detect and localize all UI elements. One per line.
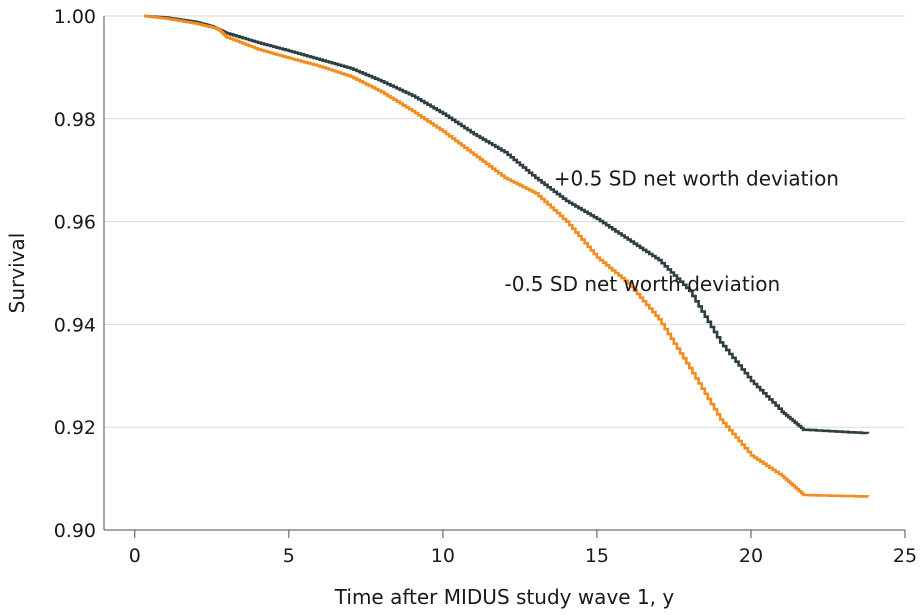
- y-axis: 0.90 0.92 0.94 0.96 0.98 1.00: [54, 6, 105, 542]
- x-tick-label: 20: [739, 545, 763, 567]
- series-annotations: +0.5 SD net worth deviation -0.5 SD net w…: [505, 167, 840, 296]
- y-axis-title: Survival: [5, 233, 29, 314]
- y-tick-label: 1.00: [54, 6, 96, 28]
- y-tick-label: 0.98: [54, 109, 96, 131]
- y-tick-label: 0.92: [54, 417, 96, 439]
- x-tick-label: 15: [585, 545, 609, 567]
- series-lines: [144, 14, 870, 498]
- x-tick-label: 25: [893, 545, 917, 567]
- y-tick-label: 0.96: [54, 212, 96, 234]
- series-label: +0.5 SD net worth deviation: [554, 167, 839, 191]
- series-label: -0.5 SD net worth deviation: [505, 272, 781, 296]
- y-tick-label: 0.90: [54, 520, 96, 542]
- x-axis: 0 5 10 15 20 25: [104, 529, 917, 567]
- x-tick-label: 10: [431, 545, 455, 567]
- x-tick-label: 0: [129, 545, 141, 567]
- x-tick-label: 5: [283, 545, 295, 567]
- series-line-plus-0.5-sd: [144, 14, 870, 435]
- x-axis-title: Time after MIDUS study wave 1, y: [334, 585, 675, 609]
- y-tick-label: 0.94: [54, 314, 96, 336]
- series-line-minus-0.5-sd: [144, 14, 870, 498]
